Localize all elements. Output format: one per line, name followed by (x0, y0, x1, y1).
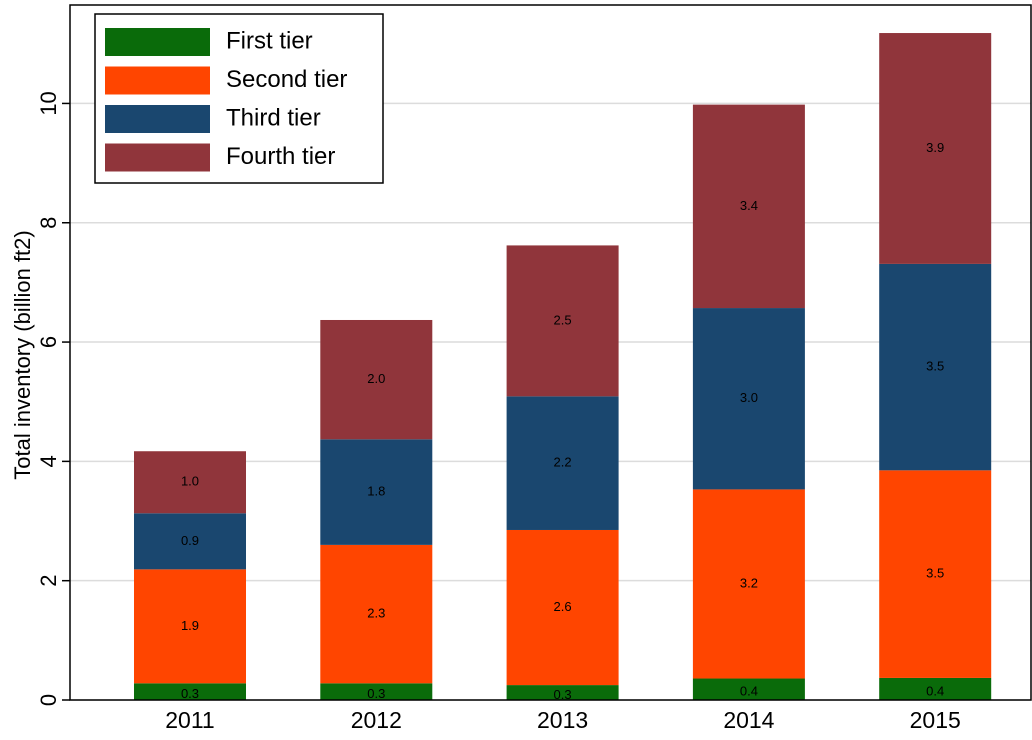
y-tick-label: 6 (36, 336, 61, 348)
bar-segment (879, 263, 992, 471)
value-label: 1.9 (181, 618, 199, 633)
bar-segment (506, 529, 619, 686)
value-label: 0.3 (554, 687, 572, 702)
legend-swatch (105, 143, 210, 172)
y-tick-label: 8 (36, 217, 61, 229)
bar-segment (320, 683, 433, 700)
legend-swatch (105, 28, 210, 56)
bar-segment (879, 677, 992, 700)
x-tick-label: 2011 (165, 707, 214, 733)
value-label: 0.4 (740, 684, 758, 699)
bar-segment (134, 569, 246, 684)
y-tick-label: 2 (36, 575, 61, 587)
value-label: 3.5 (926, 566, 944, 581)
value-label: 2.2 (554, 455, 572, 470)
legend-label: Second tier (226, 66, 347, 93)
value-label: 0.9 (181, 533, 199, 548)
bar-segment (692, 489, 805, 679)
bar-segment (320, 439, 433, 545)
bar-segment (506, 685, 619, 700)
value-label: 3.2 (740, 575, 758, 590)
legend-label: First tier (226, 27, 313, 54)
value-label: 2.3 (367, 606, 385, 621)
value-label: 3.4 (740, 198, 758, 213)
value-label: 1.8 (367, 484, 385, 499)
bar-segment (879, 33, 992, 264)
value-label: 2.0 (367, 371, 385, 386)
x-tick-label: 2014 (723, 707, 774, 733)
value-label: 2.6 (554, 599, 572, 614)
legend-label: Third tier (226, 104, 321, 131)
legend-swatch (105, 66, 210, 95)
y-tick-label: 0 (36, 694, 61, 706)
bar-segment (134, 683, 246, 700)
bar-segment (320, 319, 433, 440)
bar-segment (692, 678, 805, 700)
bar-segment (134, 451, 246, 514)
legend: First tier Second tier Third tier Fourth ti… (94, 13, 384, 184)
value-label: 0.3 (181, 686, 199, 701)
value-label: 1.0 (181, 474, 199, 489)
value-label: 0.3 (367, 686, 385, 701)
value-label: 0.4 (926, 683, 944, 698)
bar-segment (320, 544, 433, 684)
value-label: 2.5 (554, 312, 572, 327)
bar-segment (506, 396, 619, 530)
bar-segment (692, 104, 805, 309)
plot-frame (69, 4, 1032, 701)
y-tick-label: 10 (36, 91, 61, 115)
x-tick-label: 2015 (910, 707, 961, 733)
bar-segment (879, 470, 992, 678)
bar-segment (134, 513, 246, 570)
x-tick-label: 2012 (351, 707, 402, 733)
legend-label: Fourth tier (226, 143, 335, 170)
value-label: 3.5 (926, 359, 944, 374)
legend-swatch (105, 105, 210, 133)
x-tick-label: 2013 (537, 707, 588, 733)
value-label: 3.9 (926, 140, 944, 155)
value-label: 3.0 (740, 390, 758, 405)
y-tick-label: 4 (36, 455, 61, 467)
y-axis-label: Total inventory (billion ft2) (10, 230, 35, 479)
bar-segment (692, 308, 805, 490)
bar-segment (506, 245, 619, 397)
